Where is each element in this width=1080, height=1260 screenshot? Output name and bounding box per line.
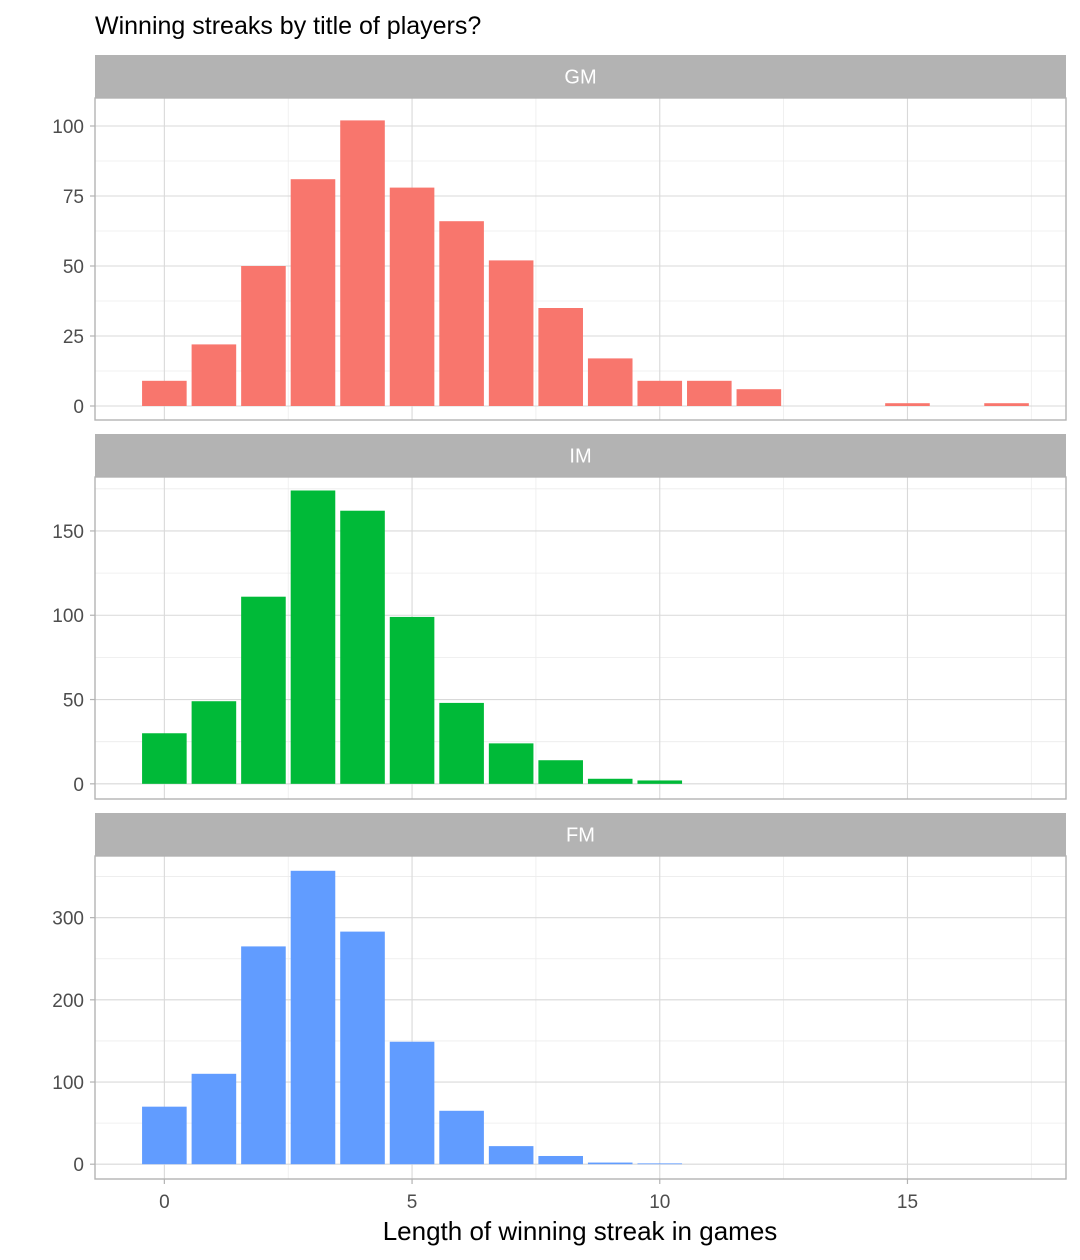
y-tick-label: 100 [52,117,84,138]
y-tick-label: 300 [52,909,84,930]
x-tick-label: 0 [159,1192,170,1213]
bar-im-8 [538,760,583,784]
y-tick-label: 75 [63,187,84,208]
bar-im-1 [191,701,237,784]
y-tick-label: 200 [52,991,84,1012]
panel-border [94,97,1067,421]
y-tick-label: 0 [73,397,84,418]
chart-title: Winning streaks by title of players? [95,12,481,40]
x-axis: 0 5 10 15 [159,1179,918,1213]
bar-fm-5 [389,1041,435,1165]
bar-fm-9 [587,1162,633,1165]
bar-gm-2 [241,266,286,406]
bar-fm-2 [241,946,286,1165]
bar-fm-4 [340,931,385,1165]
y-tick-label: 0 [73,775,84,796]
y-tick-label: 100 [52,1073,84,1094]
bar-fm-8 [538,1155,583,1165]
bar-gm-17 [984,403,1029,406]
facet-strip-label: GM [564,67,596,89]
facet-strip-label: FM [566,825,595,847]
bar-fm-7 [488,1146,534,1165]
bar-im-0 [142,733,187,784]
y-tick-label: 50 [63,257,84,278]
facet-panel-gm: GM 0 25 50 75 100 [52,55,1067,421]
bar-gm-0 [142,380,187,406]
bar-fm-1 [191,1073,237,1165]
bar-im-5 [389,616,435,784]
x-tick-label: 5 [407,1192,418,1213]
bar-gm-11 [687,380,732,406]
panel-border [94,855,1067,1180]
bar-im-2 [241,596,286,784]
bar-im-3 [290,490,336,784]
bar-gm-10 [637,380,683,406]
bar-gm-15 [885,403,930,406]
y-tick-label: 25 [63,327,84,348]
x-axis-title: Length of winning streak in games [383,1216,778,1246]
bar-gm-3 [290,179,336,406]
bar-gm-6 [439,221,484,406]
bar-gm-7 [488,260,534,406]
facet-strip [95,55,1066,98]
y-tick-label: 0 [73,1155,84,1176]
bar-gm-1 [191,344,237,406]
panel-border [94,476,1067,800]
bar-gm-9 [587,358,633,406]
bar-gm-12 [736,389,782,406]
bar-fm-6 [439,1110,484,1165]
x-tick-label: 10 [649,1192,670,1213]
facet-strip [95,434,1066,477]
bar-im-10 [637,780,683,784]
x-tick-label: 15 [897,1192,918,1213]
bar-im-7 [488,743,534,784]
bar-gm-4 [340,120,385,407]
bar-fm-10 [637,1163,683,1165]
y-tick-label: 150 [52,522,84,543]
bar-im-4 [340,510,385,784]
bar-im-9 [587,778,633,784]
bar-fm-0 [142,1106,187,1165]
facets-layer: GM 0 25 50 75 100 IM 0 50 100 150 FM 0 100 200 300 [52,55,1067,1180]
facet-panel-fm: FM 0 100 200 300 [52,813,1067,1180]
facet-panel-im: IM 0 50 100 150 [52,434,1067,800]
bar-gm-5 [389,187,435,406]
facet-strip [95,813,1066,856]
bar-im-6 [439,702,484,784]
bar-fm-3 [290,870,336,1165]
bar-gm-8 [538,308,583,406]
facet-strip-label: IM [569,446,591,468]
y-tick-label: 50 [63,691,84,712]
y-tick-label: 100 [52,606,84,627]
